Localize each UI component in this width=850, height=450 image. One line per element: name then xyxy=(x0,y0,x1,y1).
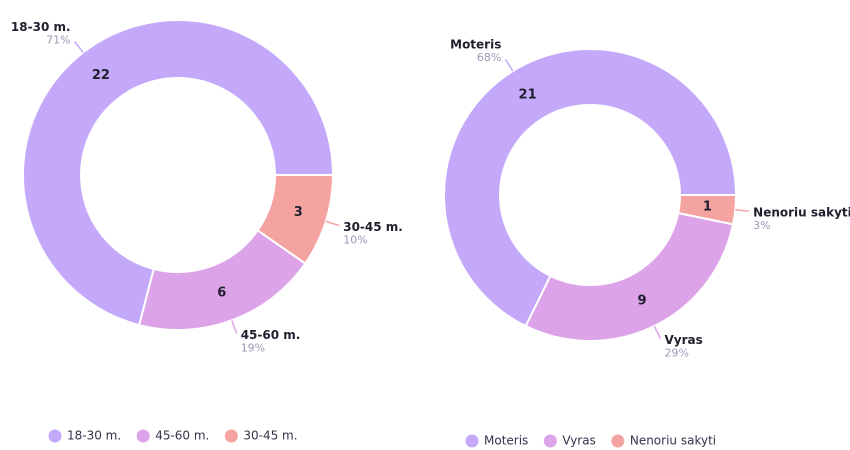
value-label: 6 xyxy=(217,286,226,301)
leader-line xyxy=(735,209,750,212)
slice-name: 45-60 m. xyxy=(241,328,301,342)
legend-swatch xyxy=(465,434,479,448)
legend-swatch xyxy=(611,434,625,448)
legend-label: 30-45 m. xyxy=(243,429,297,443)
donut-slice xyxy=(137,229,307,331)
value-label: 1 xyxy=(703,199,712,214)
slice-percent: 3% xyxy=(753,219,770,232)
legend-label: Vyras xyxy=(562,434,596,448)
legend-swatch xyxy=(224,429,238,443)
legend-label: 45-60 m. xyxy=(155,429,209,443)
slice-percent: 68% xyxy=(477,51,501,64)
chart: 1 Nenoriu sakyti3%9Vyras29%21Moteris68%Mo… xyxy=(443,38,850,448)
donut-slice xyxy=(22,19,335,327)
leader-line xyxy=(325,220,340,227)
leader-line xyxy=(504,58,514,72)
slice-name: 30-45 m. xyxy=(343,220,403,234)
leader-line xyxy=(653,325,662,339)
legend-label: Nenoriu sakyti xyxy=(630,434,716,448)
leader-line xyxy=(73,40,84,53)
slice-name: Nenoriu sakyti xyxy=(753,206,850,220)
value-label: 21 xyxy=(519,87,537,102)
slice-percent: 10% xyxy=(343,234,367,247)
slice-name: Vyras xyxy=(664,333,702,347)
donut-slice xyxy=(443,48,738,328)
value-label: 22 xyxy=(92,68,110,83)
legend-swatch xyxy=(136,429,150,443)
leader-line xyxy=(231,320,238,334)
slice-percent: 71% xyxy=(46,33,70,46)
slice-percent: 29% xyxy=(664,347,688,360)
legend-label: Moteris xyxy=(484,434,528,448)
legend-swatch xyxy=(48,429,62,443)
slice-name: Moteris xyxy=(450,38,501,52)
value-label: 3 xyxy=(294,205,303,220)
legend-label: 18-30 m. xyxy=(67,429,121,443)
slice-percent: 19% xyxy=(241,341,265,354)
donut-slice xyxy=(524,211,735,342)
value-label: 9 xyxy=(637,293,646,308)
legend-swatch xyxy=(543,434,557,448)
slice-name: 18-30 m. xyxy=(11,20,71,34)
